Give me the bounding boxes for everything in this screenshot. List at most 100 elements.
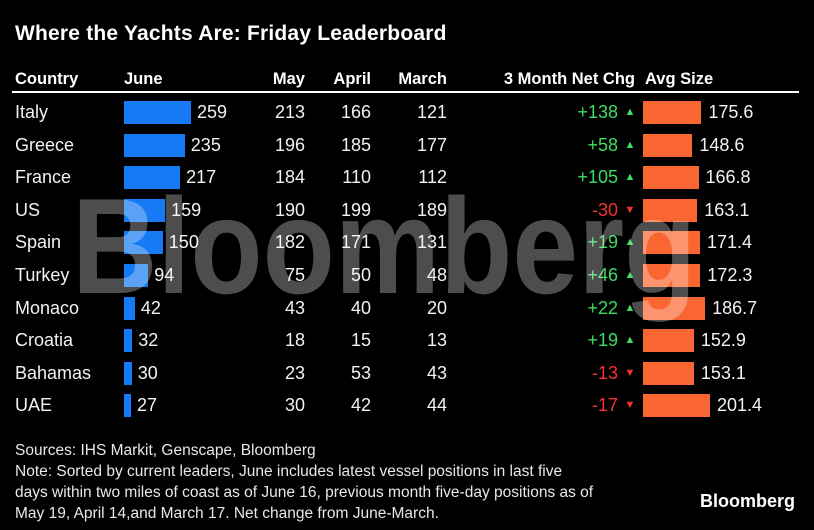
may-value: 196 <box>274 134 305 155</box>
june-bar <box>124 329 133 353</box>
avg-size-value: 172.3 <box>707 264 753 285</box>
arrow-up-icon: ▲ <box>624 334 636 347</box>
header-june: June <box>124 70 163 88</box>
arrow-down-icon: ▼ <box>624 399 636 412</box>
country-label: Bahamas <box>15 362 92 383</box>
june-value: 150 <box>168 232 199 253</box>
avg-size-bar <box>643 101 702 124</box>
table-row: Greece 235 196 185 177 +58 ▲ 148.6 <box>0 129 814 162</box>
avg-size-bar <box>643 231 700 255</box>
table-row: France 217 184 110 112 +105 ▲ 166.8 <box>0 161 814 194</box>
avg-size-bar <box>643 198 698 222</box>
country-label: Croatia <box>15 330 74 351</box>
april-value: 42 <box>350 395 371 416</box>
april-value: 15 <box>350 330 371 351</box>
march-value: 48 <box>426 264 447 285</box>
april-value: 40 <box>350 297 371 318</box>
may-value: 182 <box>274 232 305 253</box>
june-value: 32 <box>138 330 159 351</box>
april-value: 166 <box>340 102 371 122</box>
arrow-up-icon: ▲ <box>624 236 636 249</box>
june-bar <box>124 231 163 255</box>
march-value: 131 <box>416 232 447 253</box>
header-net-change: 3 Month Net Chg <box>503 70 635 88</box>
note-line: May 19, April 14,and March 17. Net chang… <box>15 505 439 522</box>
april-value: 110 <box>342 167 371 188</box>
net-change-value: +138 <box>577 102 618 122</box>
arrow-down-icon: ▼ <box>624 366 636 379</box>
june-value: 27 <box>137 395 158 416</box>
may-value: 184 <box>274 167 305 188</box>
table-row: Croatia 32 18 15 13 +19 ▲ 152.9 <box>0 324 814 357</box>
country-label: Italy <box>15 102 49 122</box>
table-body: Italy 259 213 166 121 +138 ▲ 175.6 Greece 235 196 1… <box>0 96 814 422</box>
avg-size-value: 166.8 <box>705 167 751 188</box>
march-value: 189 <box>416 199 447 220</box>
note-line: days within two miles of coast as of Jun… <box>15 484 594 501</box>
header-avg-size: Avg Size <box>645 70 714 88</box>
arrow-up-icon: ▲ <box>624 171 636 184</box>
country-label: Turkey <box>15 264 70 285</box>
country-label: Monaco <box>15 297 80 318</box>
june-bar <box>124 198 166 222</box>
country-label: Spain <box>15 232 62 253</box>
june-value: 94 <box>154 264 175 285</box>
march-value: 121 <box>416 102 447 122</box>
avg-size-bar <box>643 329 694 353</box>
march-value: 13 <box>426 330 447 351</box>
march-value: 43 <box>426 362 447 383</box>
table-row: Turkey 94 75 50 48 +46 ▲ 172.3 <box>0 259 814 292</box>
april-value: 199 <box>340 199 371 220</box>
june-bar <box>124 361 132 385</box>
footnotes: Sources: IHS Markit, Genscape, Bloomberg… <box>15 440 593 524</box>
avg-size-value: 201.4 <box>717 395 763 416</box>
april-value: 53 <box>350 362 371 383</box>
avg-size-value: 186.7 <box>712 297 758 318</box>
avg-size-bar <box>643 296 706 320</box>
header-april: April <box>333 70 371 88</box>
header-may: May <box>272 70 305 88</box>
june-bar <box>124 394 131 418</box>
country-label: US <box>15 199 41 220</box>
june-value: 235 <box>190 134 221 155</box>
arrow-up-icon: ▲ <box>624 138 636 151</box>
june-value: 159 <box>171 199 202 220</box>
net-change-value: +22 <box>587 297 618 318</box>
avg-size-bar <box>643 166 699 190</box>
may-value: 75 <box>284 264 305 285</box>
table-row: UAE 27 30 42 44 -17 ▼ 201.4 <box>0 389 814 422</box>
june-value: 42 <box>140 297 161 318</box>
june-value: 217 <box>186 167 217 188</box>
country-label: France <box>15 167 72 188</box>
table-row: Spain 150 182 171 131 +19 ▲ 171.4 <box>0 226 814 259</box>
table-row: US 159 190 199 189 -30 ▼ 163.1 <box>0 194 814 227</box>
avg-size-value: 163.1 <box>704 199 750 220</box>
april-value: 171 <box>340 232 371 253</box>
arrow-up-icon: ▲ <box>624 301 636 314</box>
june-value: 259 <box>197 102 228 122</box>
bloomberg-logo: Bloomberg <box>700 491 796 511</box>
table-row: Italy 259 213 166 121 +138 ▲ 175.6 <box>0 96 814 129</box>
header-rule <box>12 91 799 93</box>
june-value: 30 <box>137 362 158 383</box>
avg-size-value: 171.4 <box>707 232 753 253</box>
net-change-value: -17 <box>591 395 618 416</box>
june-bar <box>124 101 191 124</box>
march-value: 20 <box>426 297 447 318</box>
net-change-value: -13 <box>591 362 618 383</box>
may-value: 213 <box>274 102 305 122</box>
may-value: 43 <box>284 297 305 318</box>
header-country: Country <box>15 70 79 88</box>
may-value: 30 <box>284 395 305 416</box>
net-change-value: +19 <box>587 330 618 351</box>
header-march: March <box>398 70 447 88</box>
note-line: Note: Sorted by current leaders, June in… <box>15 463 563 480</box>
sources-line: Sources: IHS Markit, Genscape, Bloomberg <box>15 442 316 459</box>
june-bar <box>124 133 185 157</box>
net-change-value: +58 <box>587 134 618 155</box>
avg-size-bar <box>643 394 710 418</box>
net-change-value: +105 <box>577 167 618 188</box>
table-row: Monaco 42 43 40 20 +22 ▲ 186.7 <box>0 292 814 325</box>
june-bar <box>124 296 135 320</box>
